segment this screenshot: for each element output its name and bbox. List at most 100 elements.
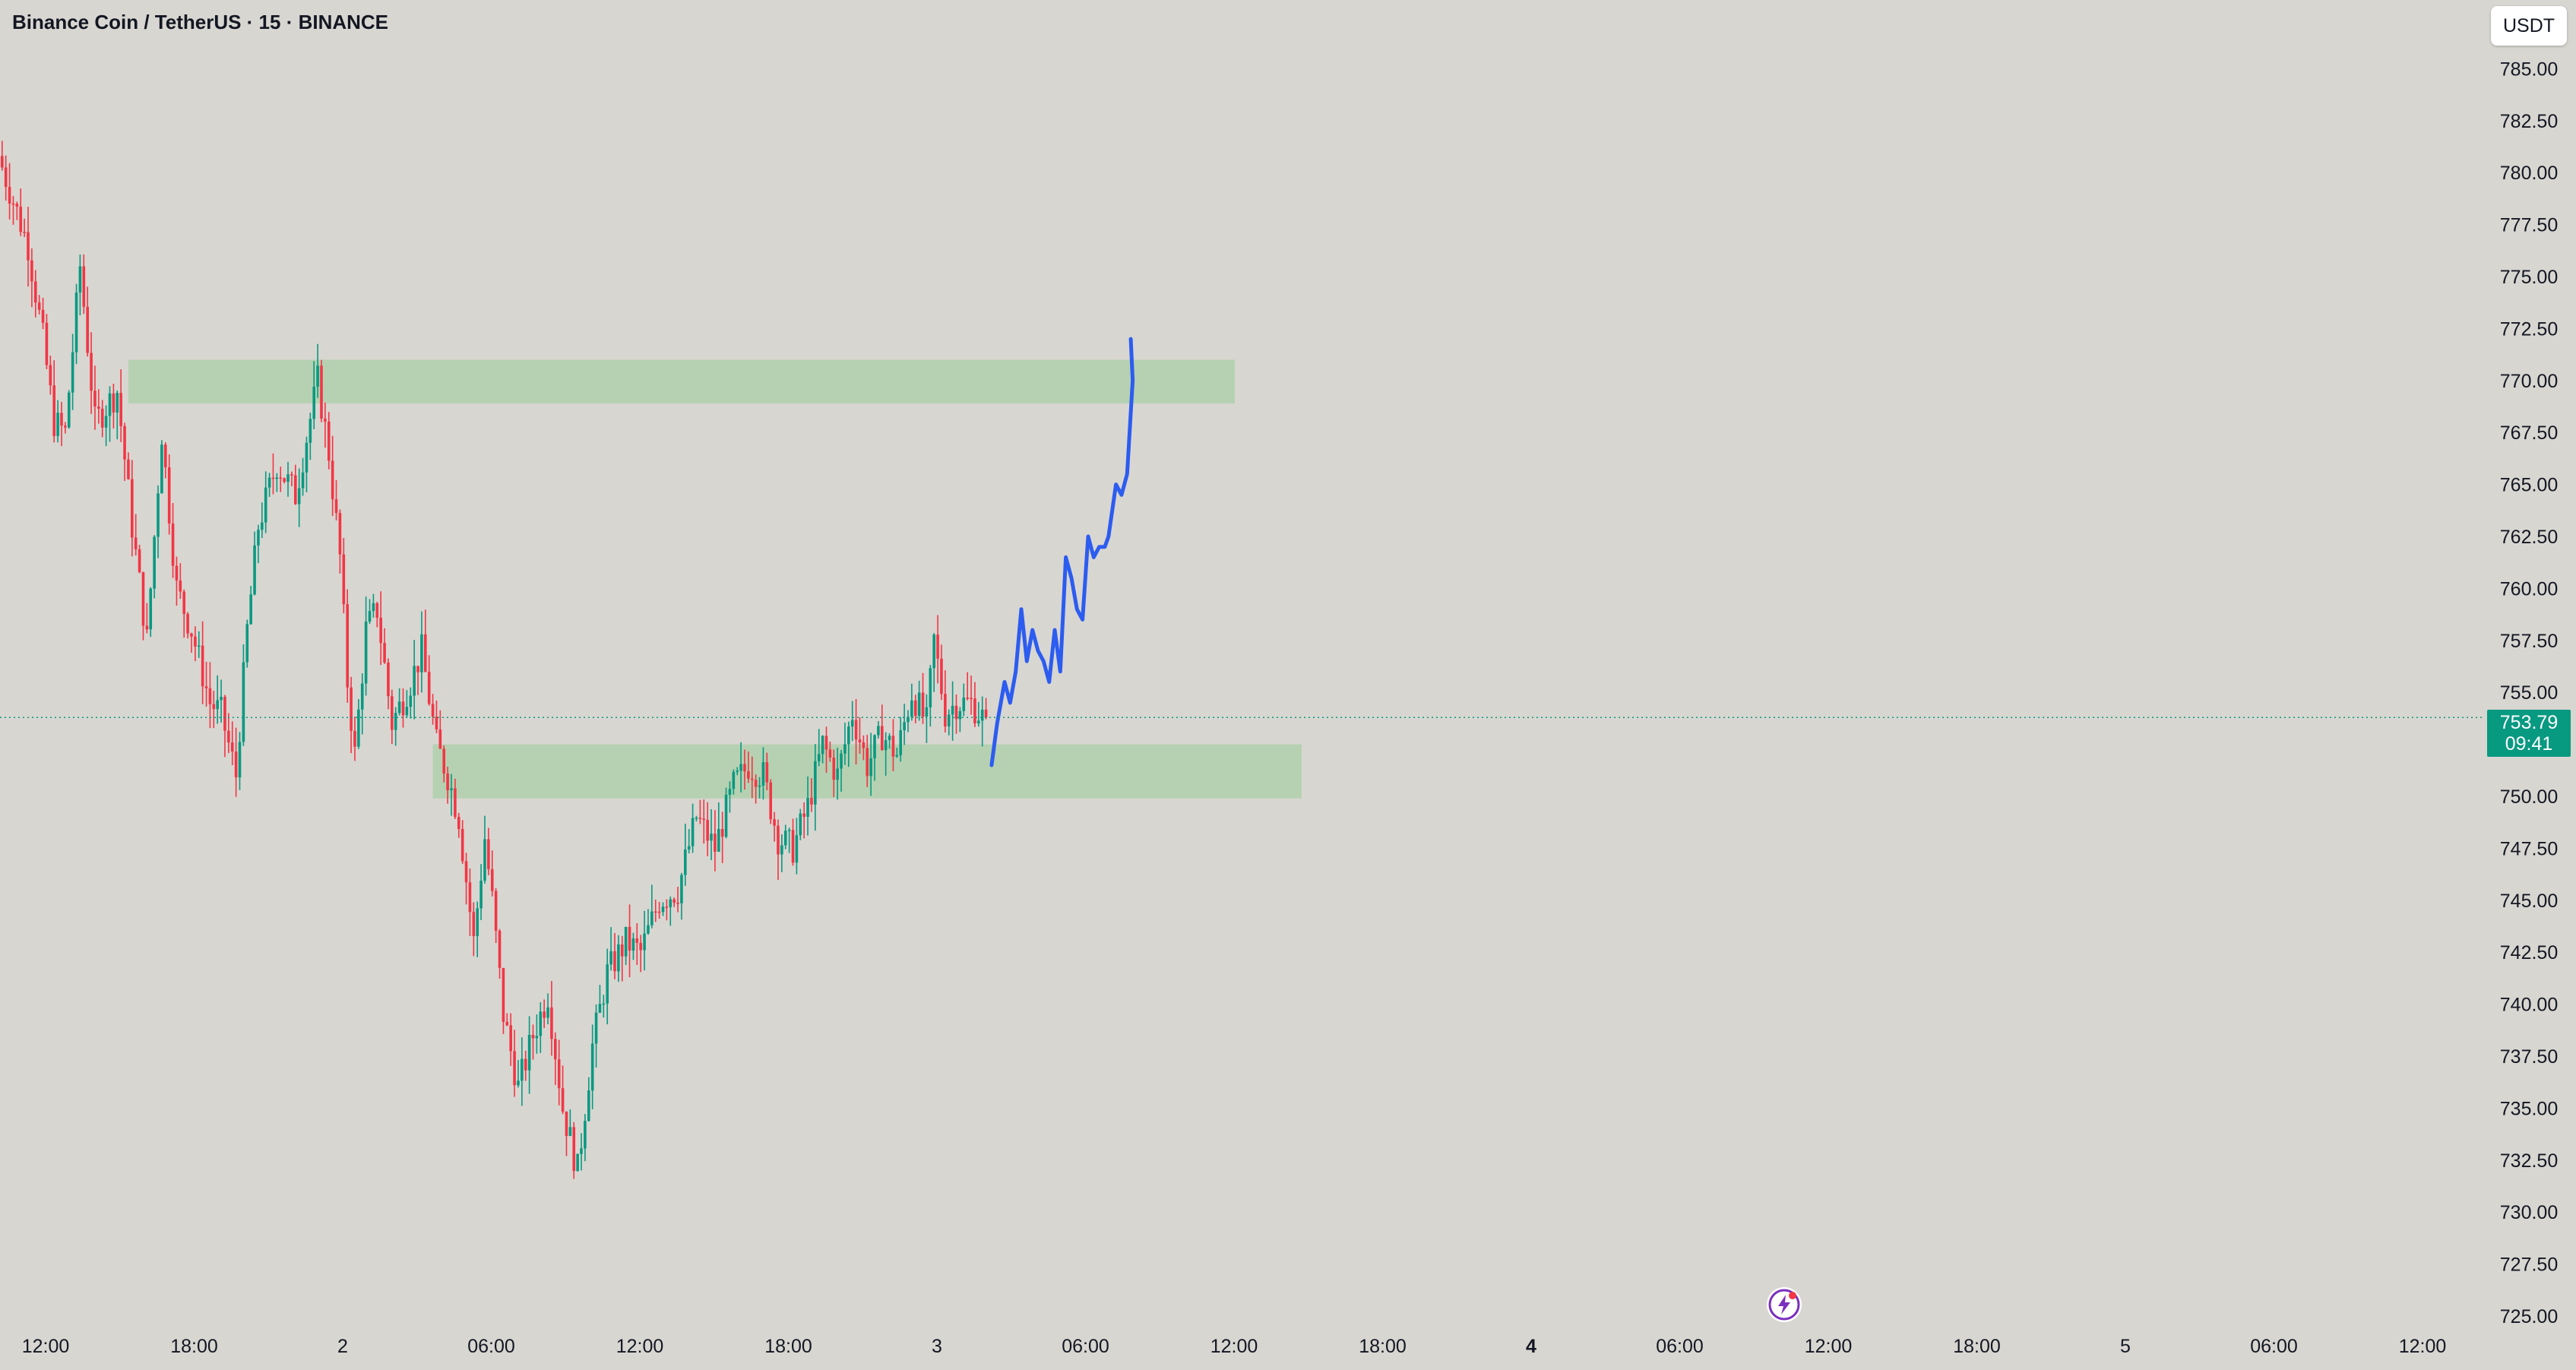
candle (862, 735, 866, 761)
candle-body (966, 698, 969, 699)
candle (420, 611, 423, 693)
candle-body (331, 460, 334, 500)
candle-body (907, 717, 910, 723)
support-resistance-zones (128, 359, 1302, 799)
x-tick-label: 18:00 (764, 1336, 812, 1357)
candle-body (49, 365, 52, 386)
candle (334, 479, 338, 520)
candle (283, 477, 286, 484)
candle (494, 887, 498, 944)
candle-body (791, 830, 795, 863)
candle (773, 812, 776, 842)
candle (194, 626, 197, 662)
candle (253, 531, 256, 596)
candle (416, 666, 419, 695)
candle (873, 734, 876, 781)
candle-body (650, 911, 653, 925)
candle-body (245, 624, 249, 663)
candle-body (684, 849, 687, 875)
y-tick-label: 780.00 (2500, 163, 2558, 184)
lightning-bolt-button[interactable] (1767, 1287, 1802, 1322)
candle-body (736, 770, 739, 772)
candle (375, 602, 379, 628)
candle-body (127, 459, 130, 479)
candle (201, 621, 204, 704)
candle-body (82, 266, 86, 307)
candle-body (413, 666, 416, 696)
candle-body (877, 726, 880, 736)
candle-body (490, 869, 494, 891)
candle (223, 694, 226, 758)
candle (568, 1109, 572, 1137)
candle-body (858, 739, 862, 742)
candle (4, 155, 8, 201)
candle (527, 1016, 531, 1094)
y-tick-label: 785.00 (2500, 59, 2558, 80)
candle (498, 929, 502, 979)
candle (153, 535, 156, 599)
candle (275, 473, 279, 492)
candle (379, 591, 382, 666)
candle (925, 694, 929, 743)
candle (134, 514, 138, 556)
candle (657, 902, 661, 919)
y-tick-label: 757.50 (2500, 631, 2558, 652)
candle-body (720, 828, 724, 837)
candle-body (86, 306, 89, 353)
candle (717, 802, 720, 853)
candle-body (754, 780, 758, 787)
current-price-value: 753.79 (2499, 712, 2559, 733)
candle-body (141, 572, 145, 626)
currency-button[interactable]: USDT (2491, 6, 2567, 46)
y-tick-label: 775.00 (2500, 267, 2558, 288)
candle-body (714, 834, 717, 852)
candle (624, 926, 628, 965)
candle (472, 902, 476, 957)
candle-body (11, 203, 15, 205)
candle (424, 609, 427, 672)
candle-body (773, 819, 776, 826)
candle (238, 732, 242, 790)
candle (617, 935, 620, 982)
candle (15, 201, 19, 220)
candle-body (138, 549, 141, 573)
candle (821, 735, 824, 764)
candle (565, 1111, 568, 1156)
candle (104, 405, 108, 447)
candle-body (795, 835, 799, 863)
candle (49, 355, 52, 395)
candle-body (653, 911, 657, 913)
candle-body (594, 1012, 598, 1044)
y-tick-label: 745.00 (2500, 891, 2558, 912)
candle (557, 1039, 561, 1106)
candle (457, 812, 460, 838)
candle-body (505, 1021, 509, 1026)
candle (112, 383, 116, 429)
candle-body (30, 260, 33, 282)
candle-body (160, 445, 163, 494)
current-price-label: 753.79 09:41 (2487, 710, 2571, 757)
candle (242, 644, 245, 746)
candle (30, 248, 33, 308)
candle-body (576, 1153, 579, 1172)
candle (454, 778, 457, 820)
candle-body (624, 926, 628, 957)
candle-body (375, 603, 379, 618)
candle-body (201, 645, 204, 687)
y-tick-label: 732.50 (2500, 1150, 2558, 1172)
candle (628, 904, 631, 978)
candle-body (346, 604, 349, 688)
candle-body (891, 736, 895, 757)
candle-body (391, 696, 394, 730)
candle (691, 803, 695, 853)
candle-body (33, 281, 37, 303)
y-tick-label: 737.50 (2500, 1046, 2558, 1068)
candle-body (917, 692, 921, 717)
candle (747, 751, 750, 783)
symbol-title: Binance Coin / TetherUS · 15 · BINANCE (12, 11, 389, 33)
candle (787, 827, 791, 853)
candle-body (454, 788, 457, 818)
candle-body (230, 742, 234, 752)
